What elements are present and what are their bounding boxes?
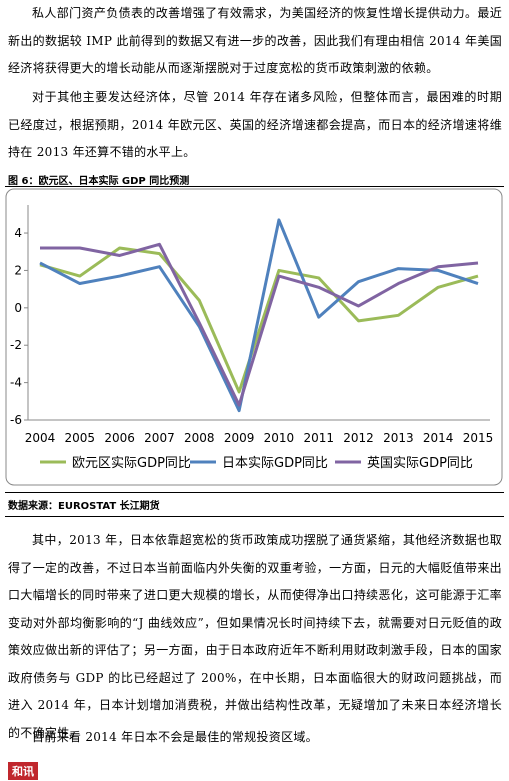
x-tick-label: 2012 — [343, 431, 374, 445]
x-tick-label: 2010 — [264, 431, 295, 445]
legend-label: 日本实际GDP同比 — [222, 456, 328, 471]
figure-caption: 图 6：欧元区、日本实际 GDP 同比预测 — [8, 176, 190, 187]
paragraph: 目前来看 2014 年日本不会是最佳的常规投资区域。 — [32, 730, 318, 744]
x-tick-label: 2006 — [104, 431, 135, 445]
x-tick-label: 2004 — [25, 431, 56, 445]
x-tick-label: 2005 — [65, 431, 96, 445]
y-tick-label: 0 — [14, 301, 22, 315]
x-tick-label: 2014 — [423, 431, 454, 445]
footer-logo: 和讯 — [8, 762, 38, 780]
paragraph: 其中，2013 年，日本依靠超宽松的货币政策成功摆脱了通货紧缩，其他经济数据也取… — [8, 533, 502, 740]
series-line — [40, 242, 479, 407]
y-tick-label: -2 — [10, 338, 22, 352]
x-tick-label: 2009 — [224, 431, 255, 445]
chart: -6 -4 -2 0 2 4 2004 2005 2006 2007 2008 2009 2010 201… — [5, 188, 503, 486]
legend-label: 欧元区实际GDP同比 — [72, 456, 191, 471]
x-tick-label: 2008 — [184, 431, 215, 445]
y-tick-label: 2 — [14, 263, 22, 277]
y-tick-label: -6 — [10, 413, 22, 427]
paragraph: 对于其他主要发达经济体，尽管 2014 年存在诸多风险，但整体而言，最困难的时期… — [8, 90, 502, 159]
figure-source: 数据来源：EUROSTAT 长江期货 — [8, 501, 160, 512]
legend-label: 英国实际GDP同比 — [367, 456, 473, 471]
rule — [5, 516, 504, 517]
x-tick-label: 2007 — [144, 431, 175, 445]
series-line — [39, 246, 479, 394]
x-tick-label: 2013 — [383, 431, 414, 445]
x-tick-label: 2015 — [463, 431, 494, 445]
rule — [5, 186, 504, 187]
y-tick-label: -4 — [10, 376, 22, 390]
x-tick-label: 2011 — [303, 431, 334, 445]
rule — [5, 492, 504, 493]
y-tick-label: 4 — [14, 226, 22, 240]
series-line — [39, 218, 479, 413]
paragraph: 私人部门资产负债表的改善增强了有效需求，为美国经济的恢复性增长提供动力。最近新出… — [8, 6, 502, 75]
